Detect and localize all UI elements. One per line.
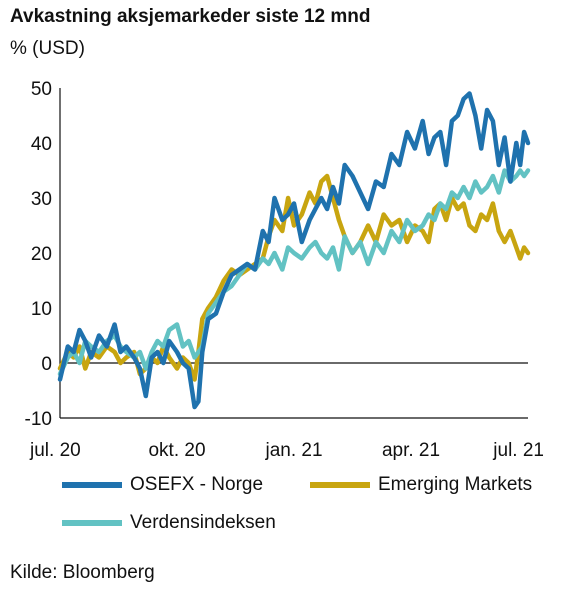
source-note: Kilde: Bloomberg xyxy=(10,562,155,583)
y-tick-label: -10 xyxy=(25,409,52,430)
chart-tick-labels: 50 40 30 20 10 0 -10 jul. 20 okt. 20 jan. 21 apr. … xyxy=(25,79,544,461)
legend-item-osefx: OSEFX - Norge xyxy=(62,474,263,496)
legend-item-verdensindeksen: Verdensindeksen xyxy=(62,512,276,534)
legend-label-verdensindeksen: Verdensindeksen xyxy=(130,512,276,533)
legend-swatch-emerging-markets xyxy=(310,482,370,488)
series-line-verdensindeksen xyxy=(57,168,531,377)
x-tick-label: okt. 20 xyxy=(148,440,205,461)
y-tick-label: 0 xyxy=(41,354,52,375)
y-tick-label: 30 xyxy=(31,189,52,210)
y-tick-label: 40 xyxy=(31,134,52,155)
x-tick-label: jul. 21 xyxy=(492,440,544,461)
y-axis-unit-label: % (USD) xyxy=(10,38,85,59)
chart-series xyxy=(57,91,531,410)
legend-swatch-verdensindeksen xyxy=(62,520,122,526)
x-tick-label: apr. 21 xyxy=(382,440,440,461)
legend-item-emerging-markets: Emerging Markets xyxy=(310,474,532,496)
x-tick-label: jan. 21 xyxy=(264,440,322,461)
y-tick-label: 20 xyxy=(31,244,52,265)
legend-swatch-osefx xyxy=(62,482,122,488)
y-tick-label: 10 xyxy=(31,299,52,320)
x-tick-label: jul. 20 xyxy=(29,440,81,461)
legend-label-emerging-markets: Emerging Markets xyxy=(378,474,533,495)
legend-label-osefx: OSEFX - Norge xyxy=(130,474,264,495)
series-line-osefx xyxy=(57,91,531,410)
y-tick-label: 50 xyxy=(31,79,52,100)
chart-title: Avkastning aksjemarkeder siste 12 mnd xyxy=(10,6,371,27)
